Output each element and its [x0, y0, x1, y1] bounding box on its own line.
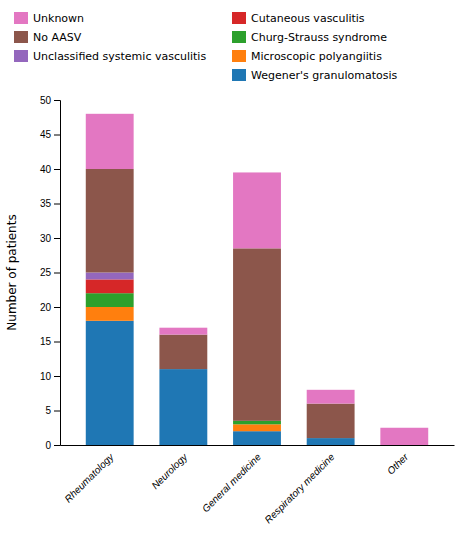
bar-segment [233, 424, 281, 431]
series [86, 114, 428, 445]
y-tick: 25 [40, 267, 60, 278]
y-tick-label: 25 [40, 267, 52, 278]
x-axis: Rheumatology NeurologyGeneral medicineRes… [61, 445, 455, 525]
bar-segment [233, 431, 281, 445]
y-tick-mark [54, 135, 60, 136]
series [86, 279, 134, 293]
x-axis-line [61, 445, 455, 446]
bar-segment [159, 369, 207, 445]
y-axis-title: Number of patients [5, 214, 19, 330]
y-tick-mark [54, 342, 60, 343]
bar-segment [86, 321, 134, 445]
y-tick-label: 15 [40, 336, 52, 347]
legend-item: Unknown [14, 12, 84, 25]
bar-segment [86, 279, 134, 293]
legend-swatch [14, 31, 28, 43]
bar-segment [233, 248, 281, 421]
y-tick-label: 0 [45, 440, 51, 451]
bars [86, 114, 428, 445]
y-tick-label: 35 [40, 198, 52, 209]
legend-item: Wegener's granulomatosis [232, 69, 398, 82]
y-tick-label: 40 [40, 164, 52, 175]
legend-swatch [232, 31, 246, 43]
bar-segment [307, 390, 355, 404]
y-tick-mark [54, 376, 60, 377]
x-tick-label: Rheumatology [62, 451, 116, 505]
legend-swatch [14, 12, 28, 24]
y-tick-mark [54, 100, 60, 101]
legend-item: Churg-Strauss syndrome [232, 31, 387, 44]
y-tick-label: 10 [40, 371, 52, 382]
y-tick: 45 [40, 129, 60, 140]
series [86, 169, 355, 438]
bar-segment [307, 404, 355, 439]
bar-segment [86, 293, 134, 307]
bar-segment [159, 328, 207, 335]
legend-label: Microscopic polyangiitis [251, 50, 382, 63]
bar-segment [233, 172, 281, 248]
legend-label: Unclassified systemic vasculitis [33, 50, 206, 63]
y-tick: 15 [40, 336, 60, 347]
y-tick-label: 45 [40, 129, 52, 140]
y-tick-mark [54, 238, 60, 239]
y-tick: 30 [40, 233, 60, 244]
x-tick-label: Neurology [149, 451, 190, 492]
y-tick: 20 [40, 302, 60, 313]
bar-segment [233, 421, 281, 424]
legend: Unknown No AASV Unclassified systemic vasc… [14, 12, 398, 82]
plot: 0 5 10 15 20 25 30 35 40 45 50 Rheumatology Neurolog… [40, 95, 455, 526]
x-tick-label: General medicine [200, 451, 264, 515]
y-axis-line [54, 101, 61, 446]
y-tick: 40 [40, 164, 60, 175]
bar-segment [86, 114, 134, 169]
y-tick-label: 5 [45, 405, 51, 416]
x-tick-label: Other [385, 451, 411, 477]
y-tick-mark [54, 307, 60, 308]
y-tick-mark [54, 445, 60, 446]
legend-swatch [14, 50, 28, 62]
legend-swatch [232, 12, 246, 24]
y-tick-mark [54, 204, 60, 205]
y-tick: 0 [45, 440, 60, 451]
x-tick: Neurology [149, 445, 190, 491]
y-tick-label: 50 [40, 95, 52, 106]
legend-swatch [232, 69, 246, 81]
y-tick-label: 20 [40, 302, 52, 313]
y-tick-label: 30 [40, 233, 52, 244]
bar-segment [86, 169, 134, 273]
y-tick-mark [54, 273, 60, 274]
legend-label: Cutaneous vasculitis [251, 12, 365, 25]
x-tick: Other [385, 445, 411, 477]
y-tick: 35 [40, 198, 60, 209]
legend-swatch [232, 50, 246, 62]
bar-segment [159, 335, 207, 370]
bar-segment [86, 273, 134, 280]
x-tick: General medicine [200, 445, 264, 514]
series [86, 321, 355, 445]
chart: 0 5 10 15 20 25 30 35 40 45 50 Rheumatology Neurolog… [0, 0, 474, 560]
legend-label: Churg-Strauss syndrome [251, 31, 387, 44]
bar-segment [380, 428, 428, 445]
legend-label: No AASV [33, 31, 82, 44]
x-tick-label: Respiratory medicine [262, 451, 337, 526]
y-tick-mark [54, 169, 60, 170]
legend-item: No AASV [14, 31, 82, 44]
y-tick: 50 [40, 95, 60, 106]
y-axis: 0 5 10 15 20 25 30 35 40 45 50 [40, 95, 61, 451]
bar-segment [307, 438, 355, 445]
y-tick-mark [54, 411, 60, 412]
legend-item: Microscopic polyangiitis [232, 50, 382, 63]
x-tick: Respiratory medicine [262, 445, 337, 525]
y-tick: 5 [45, 405, 60, 416]
legend-label: Wegener's granulomatosis [251, 69, 398, 82]
legend-item: Cutaneous vasculitis [232, 12, 365, 25]
bar-segment [86, 307, 134, 321]
x-tick: Rheumatology [62, 445, 116, 505]
legend-label: Unknown [33, 12, 84, 25]
legend-item: Unclassified systemic vasculitis [14, 50, 206, 63]
y-tick: 10 [40, 371, 60, 382]
series [86, 273, 134, 280]
